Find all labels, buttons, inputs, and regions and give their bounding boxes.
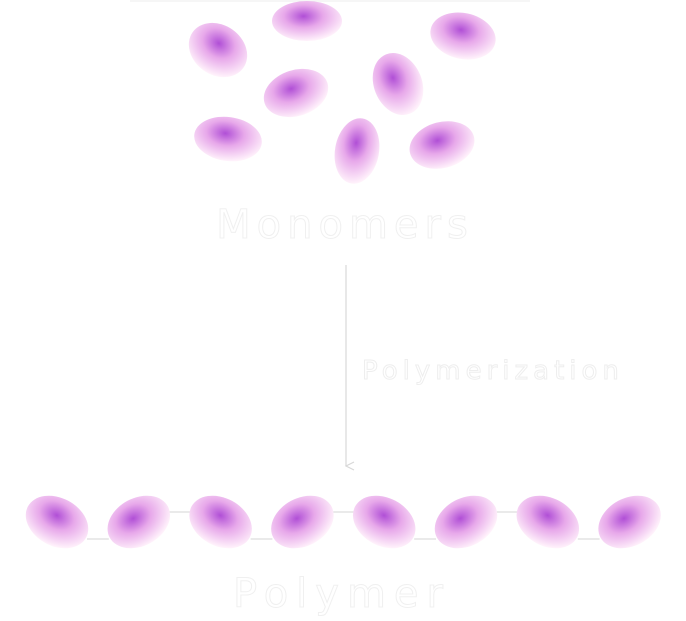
polymer-bead (434, 495, 498, 549)
polymer-bead (271, 495, 334, 549)
polymer-bead (352, 495, 416, 549)
polymer-label: Polymer (233, 571, 451, 617)
polymer-bead (107, 495, 171, 549)
polymer-bead (598, 495, 661, 549)
monomer-bead (194, 116, 262, 162)
monomer-bead (430, 12, 496, 60)
polymer-bead (25, 495, 89, 549)
polymerization-label: Polymerization (362, 356, 624, 386)
monomer-bead (272, 1, 342, 41)
monomer-bead (188, 22, 248, 78)
monomer-bead (372, 52, 424, 116)
polymer-bead (189, 495, 252, 549)
monomer-bead (409, 121, 475, 169)
monomer-bead (263, 68, 329, 118)
monomers-label: Monomers (216, 202, 474, 248)
polymer-bead (516, 495, 580, 549)
monomer-bead (334, 118, 380, 184)
monomer-cluster (188, 1, 496, 184)
polymer-chain (25, 495, 661, 549)
